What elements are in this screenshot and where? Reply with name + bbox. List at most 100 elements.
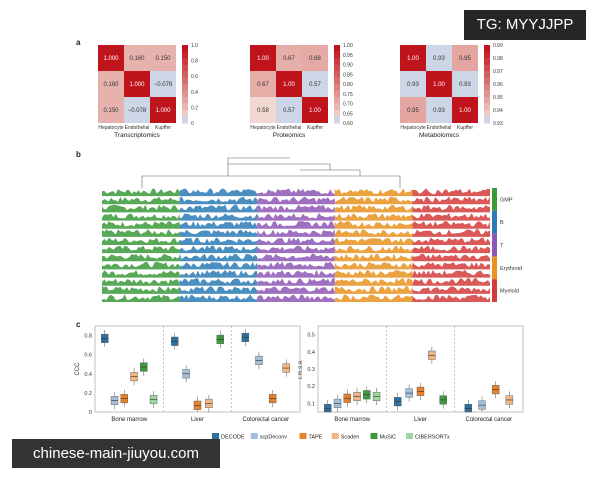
track-b — [179, 245, 258, 254]
colorbar-segment — [182, 71, 188, 78]
track-myeloid — [412, 221, 490, 229]
watermark-top: TG: MYYJJPP — [464, 10, 586, 40]
track-erythroid — [334, 204, 413, 213]
heatmap-cell-value: 1.000 — [103, 56, 119, 62]
colorbar-tick: 0.90 — [343, 63, 353, 69]
heatmap-cell-value: 1.000 — [129, 82, 145, 88]
heatmap-cell — [98, 71, 124, 97]
colorbar-tick: 0.98 — [493, 56, 503, 62]
heatmap-cell-value: 0.93 — [407, 82, 419, 88]
track-erythroid — [334, 221, 413, 229]
colorbar-tick: 0.93 — [493, 121, 503, 127]
y-tick-label: 0.6 — [84, 353, 92, 359]
track-t — [257, 188, 335, 197]
colorbar-segment — [484, 110, 490, 117]
track-erythroid — [334, 261, 413, 270]
track-myeloid — [412, 196, 490, 205]
legend-swatch-scaden — [331, 433, 339, 439]
colorbar-tick: 0.65 — [343, 111, 353, 117]
heatmap-axis-label: Endothelial — [125, 125, 150, 131]
heatmap-cell — [98, 45, 124, 71]
heatmap-cell — [426, 97, 452, 123]
heatmap-cell-value: 1.00 — [283, 82, 295, 88]
track-b — [179, 213, 258, 221]
track-myeloid — [412, 188, 490, 197]
track-b — [179, 286, 258, 294]
colorbar-tick: 0.2 — [191, 105, 198, 111]
heatmap-axis-label: Kupffer — [155, 125, 171, 131]
colorbar-segment — [484, 45, 490, 52]
colorbar-tick: 0 — [191, 121, 194, 127]
legend-swatch-gmp — [492, 188, 497, 211]
colorbar-segment — [334, 110, 340, 117]
colorbar-segment — [484, 116, 490, 124]
heatmap-axis-label: Kupffer — [457, 125, 473, 131]
heatmap-cell-value: 0.93 — [433, 56, 445, 62]
track-myeloid — [412, 294, 490, 302]
track-b — [179, 188, 258, 197]
colorbar-segment — [334, 51, 340, 59]
colorbar-segment — [334, 103, 340, 111]
colorbar-segment — [182, 64, 188, 72]
track-gmp — [102, 196, 180, 205]
dendrogram-branch — [227, 163, 331, 176]
colorbar-tick: 0.85 — [343, 72, 353, 78]
track-gmp — [102, 278, 180, 286]
heatmap-axis-label: Endothelial — [427, 125, 452, 131]
dendrogram-branch — [141, 175, 401, 188]
colorbar-tick: 0.80 — [343, 82, 353, 88]
box-decode — [324, 404, 332, 413]
track-myeloid — [412, 213, 490, 221]
heatmap-cell — [452, 97, 478, 123]
track-b — [179, 229, 258, 237]
heatmap-cell-value: 1.00 — [407, 56, 419, 62]
track-gmp — [102, 229, 180, 237]
colorbar-segment — [334, 90, 340, 98]
colorbar-segment — [334, 58, 340, 65]
heatmap-cell-value: 0.58 — [257, 108, 269, 114]
group-label: Colorectal cancer — [242, 417, 289, 423]
y-tick-label: 0.2 — [84, 391, 92, 397]
track-b — [179, 278, 258, 286]
track-erythroid — [334, 269, 413, 278]
colorbar-tick: 0.96 — [493, 82, 503, 88]
colorbar-segment — [484, 90, 490, 98]
heatmap-cell — [400, 71, 426, 97]
track-erythroid — [334, 188, 413, 197]
heatmap-cell — [250, 45, 276, 71]
heatmap-cell-value: 0.93 — [459, 82, 471, 88]
y-tick-label: 0.4 — [307, 350, 315, 356]
legend-swatch-myeloid — [492, 279, 497, 302]
heatmap-cell — [302, 45, 328, 71]
legend-swatch-b — [492, 210, 497, 234]
heatmap-cell-value: 0.67 — [257, 82, 269, 88]
colorbar-tick: 0.4 — [191, 90, 198, 96]
colorbar-segment — [334, 64, 340, 72]
colorbar-segment — [182, 103, 188, 111]
track-gmp — [102, 253, 180, 262]
y-tick-label: 0.8 — [84, 334, 92, 340]
colorbar-segment — [484, 71, 490, 78]
track-erythroid — [334, 286, 413, 294]
track-t — [257, 286, 335, 294]
track-erythroid — [334, 196, 413, 205]
heatmap-cell — [400, 97, 426, 123]
track-erythroid — [334, 294, 413, 302]
watermark-bottom: chinese-main-jiuyou.com — [12, 439, 220, 468]
group-label: Liver — [414, 417, 427, 423]
colorbar-segment — [182, 110, 188, 117]
legend-label-decode: DECODE — [221, 435, 245, 441]
heatmap-cell — [98, 97, 124, 123]
heatmap-axis-label: Kupffer — [307, 125, 323, 131]
colorbar-segment — [182, 97, 188, 104]
track-myeloid — [412, 237, 490, 245]
y-tick-label: 0.3 — [307, 367, 315, 373]
y-tick-label: 0.5 — [307, 333, 315, 339]
heatmap-cell-value: 1.00 — [433, 82, 445, 88]
colorbar-segment — [334, 97, 340, 104]
y-axis-label: r.m.s.e. — [298, 359, 304, 379]
track-b — [179, 196, 258, 205]
legend-swatch-music — [370, 433, 378, 439]
track-erythroid — [334, 245, 413, 254]
